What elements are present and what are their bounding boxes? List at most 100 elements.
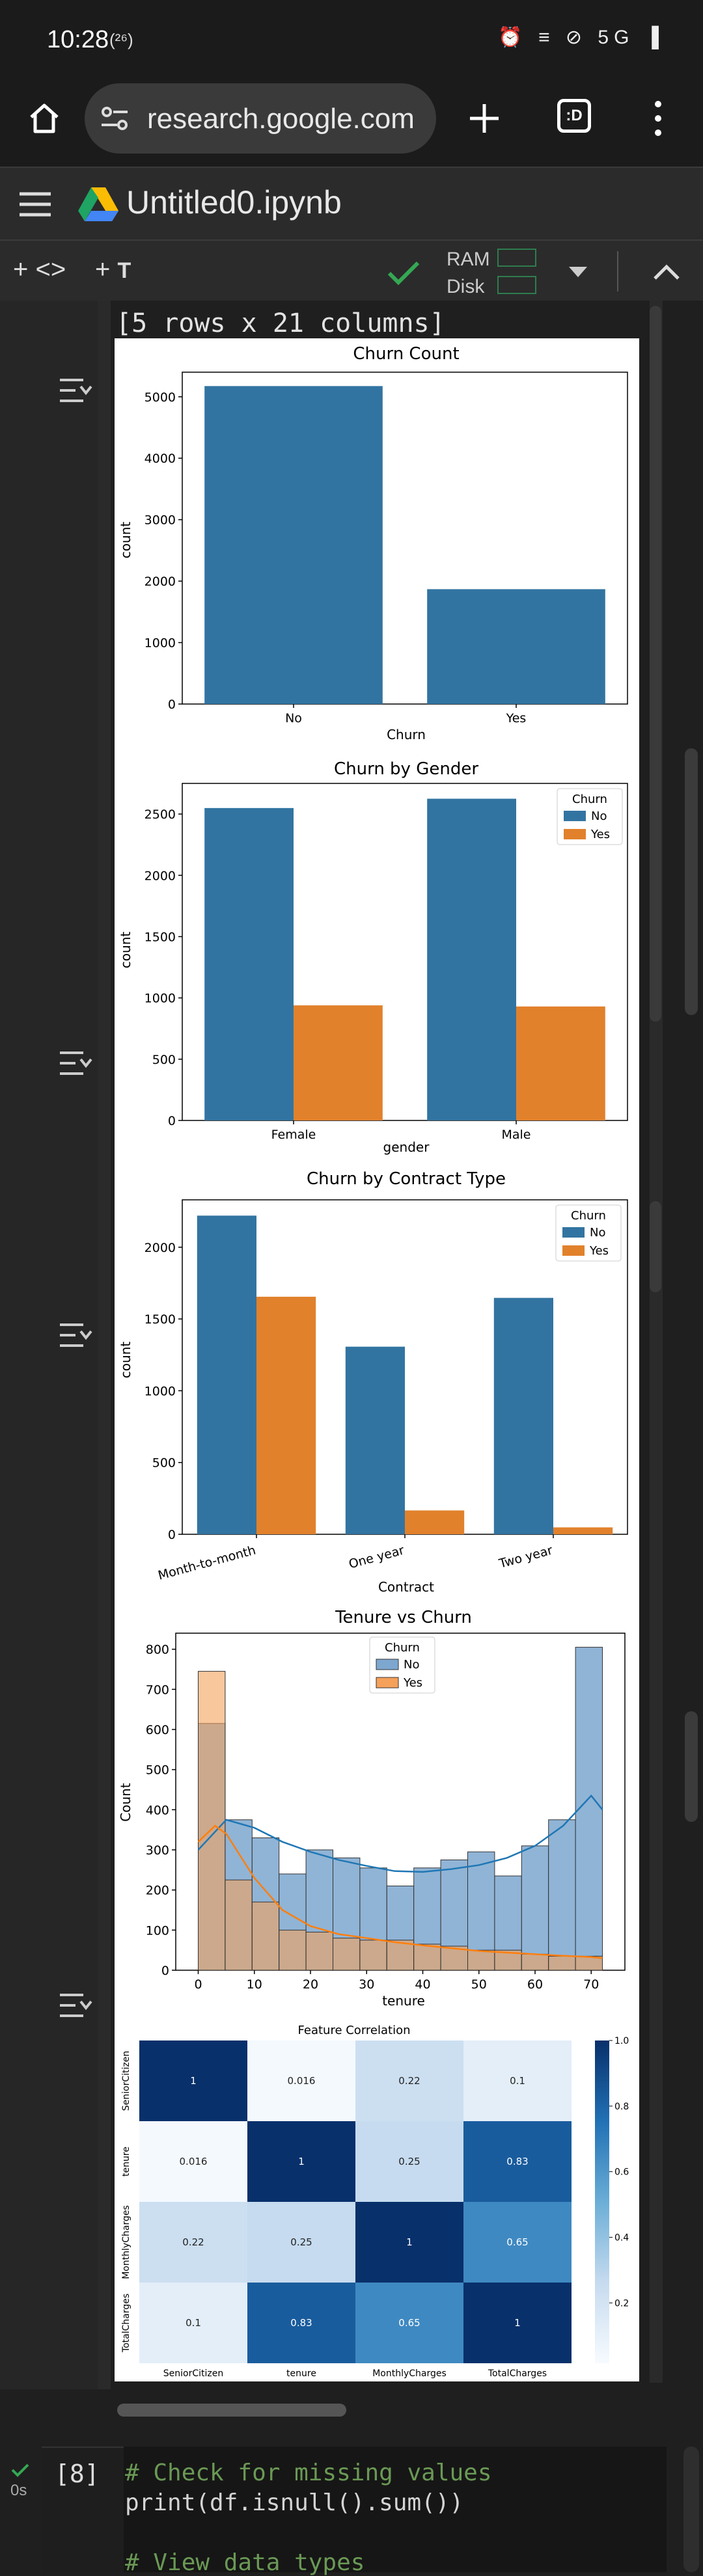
browser-toolbar: research.google.com :D — [0, 83, 703, 167]
x-tick-label: 60 — [527, 1977, 543, 1992]
x-tick-label: 50 — [471, 1977, 487, 1992]
more-options-icon[interactable] — [648, 98, 668, 139]
output-actions-icon[interactable] — [57, 1991, 94, 2021]
divider — [0, 239, 703, 241]
heatmap-cell — [355, 2121, 463, 2202]
y-tick-label: 500 — [152, 1053, 176, 1067]
x-tick-label: Month-to-month — [157, 1543, 258, 1583]
heatmap-cell — [463, 2040, 572, 2121]
y-tick-label: 1000 — [145, 992, 176, 1006]
add-code-button[interactable]: + <> — [13, 255, 66, 284]
heatmap-value: 0.22 — [182, 2236, 204, 2248]
heatmap-cell — [247, 2202, 355, 2283]
output-actions-icon[interactable] — [57, 1049, 94, 1079]
connected-check-icon — [387, 261, 420, 286]
legend-swatch — [564, 829, 586, 839]
y-axis-label: count — [118, 522, 133, 559]
legend-swatch — [562, 1245, 585, 1256]
code-editor[interactable]: # Check for missing values print(df.isnu… — [124, 2447, 667, 2576]
y-tick-label: 500 — [146, 1763, 169, 1778]
y-tick-label: 0 — [161, 1964, 169, 1978]
new-tab-icon[interactable] — [466, 100, 503, 137]
bar — [345, 1346, 405, 1534]
colorbar-tick-label: 0.6 — [614, 2167, 629, 2178]
code-line: # View data types — [125, 2549, 365, 2576]
google-drive-icon — [78, 187, 118, 221]
y-tick-label: 2500 — [145, 807, 176, 822]
output-horizontal-scrollbar[interactable] — [117, 2404, 346, 2417]
y-tick-label: 2000 — [145, 1241, 176, 1255]
output-actions-icon[interactable] — [57, 1321, 94, 1351]
divider — [617, 251, 618, 291]
colorbar-tick-label: 1.0 — [614, 2036, 629, 2046]
heatmap-cell — [139, 2283, 247, 2363]
site-settings-icon[interactable] — [99, 103, 131, 134]
execution-time: 0s — [10, 2482, 27, 2499]
page-scrollbar-thumb-secondary[interactable] — [685, 1711, 698, 1822]
y-tick-label: 0 — [168, 1114, 176, 1128]
dataframe-summary: [5 rows x 21 columns] — [116, 308, 445, 338]
bar — [294, 1005, 383, 1120]
plot-frame — [182, 372, 628, 705]
tab-switcher-button[interactable]: :D — [557, 99, 591, 133]
legend-swatch — [564, 811, 586, 821]
page-scrollbar-thumb[interactable] — [685, 748, 698, 1015]
histogram-bar — [521, 1953, 549, 1971]
churn-by-contract-chart: Churn by Contract Type Contract count 0 5… — [118, 1169, 628, 1595]
menu-icon[interactable] — [18, 191, 52, 217]
y-tick-label: MonthlyCharges — [121, 2205, 131, 2279]
y-axis-label: Count — [118, 1783, 133, 1822]
output-gutter-strip — [98, 301, 111, 2389]
x-tick-label: Yes — [506, 711, 527, 725]
heatmap-cell — [247, 2040, 355, 2121]
histogram-bar — [279, 1929, 307, 1971]
legend-swatch — [376, 1677, 399, 1688]
disk-label: Disk — [447, 276, 485, 297]
histogram-bar — [225, 1879, 253, 1971]
churn-by-gender-chart: Churn by Gender gender count 0 500 1000 150… — [118, 759, 628, 1155]
home-icon[interactable] — [26, 100, 62, 137]
chart-title: Churn Count — [353, 344, 459, 364]
resource-monitor[interactable]: RAM Disk — [447, 246, 490, 301]
page-scrollbar-thumb[interactable] — [683, 2447, 699, 2572]
code-line: print(df.isnull().sum()) — [125, 2489, 464, 2516]
bar — [256, 1296, 316, 1534]
histogram-bar — [467, 1949, 495, 1971]
histogram-bar — [198, 1671, 226, 1971]
y-tick-label: 600 — [146, 1723, 169, 1737]
histogram-bar — [305, 1931, 334, 1971]
x-tick-label: One year — [347, 1543, 406, 1572]
heatmap-value: 1 — [190, 2075, 197, 2087]
y-tick-label: 700 — [146, 1683, 169, 1697]
runtime-dropdown-icon[interactable] — [566, 264, 590, 280]
y-tick-label: 300 — [146, 1843, 169, 1858]
x-tick-label: Male — [501, 1128, 531, 1142]
chart-title: Churn by Contract Type — [307, 1169, 506, 1189]
y-tick-label: 500 — [152, 1456, 176, 1471]
y-tick-label: 1000 — [145, 636, 176, 651]
collapse-header-icon[interactable] — [652, 263, 681, 282]
legend-title: Churn — [385, 1641, 420, 1655]
heatmap-value: 1 — [406, 2236, 413, 2248]
chart-title: Tenure vs Churn — [335, 1608, 472, 1627]
x-tick-label: 40 — [415, 1977, 430, 1992]
heatmap-value: 0.65 — [506, 2236, 528, 2248]
bar — [553, 1527, 613, 1534]
chart-title: Feature Correlation — [298, 2024, 411, 2037]
address-bar[interactable]: research.google.com — [85, 83, 436, 154]
x-tick-label: Two year — [497, 1543, 554, 1571]
heatmap-cell — [355, 2202, 463, 2283]
legend-label: No — [404, 1658, 419, 1672]
heatmap-cell — [247, 2121, 355, 2202]
y-tick-label: 0 — [168, 1528, 176, 1542]
legend-label: No — [591, 809, 607, 823]
add-text-button[interactable]: + T — [95, 255, 131, 284]
notebook-title[interactable]: Untitled0.ipynb — [126, 184, 342, 221]
y-tick-label: 2000 — [145, 575, 176, 589]
output-actions-icon[interactable] — [57, 376, 94, 406]
heatmap-cell — [139, 2040, 247, 2121]
output-scrollbar-thumb-secondary[interactable] — [650, 1201, 661, 1292]
colab-header: Untitled0.ipynb + <> + T RAM Disk — [0, 167, 703, 302]
x-tick-label: 30 — [359, 1977, 374, 1992]
output-scrollbar-thumb[interactable] — [650, 306, 661, 1022]
